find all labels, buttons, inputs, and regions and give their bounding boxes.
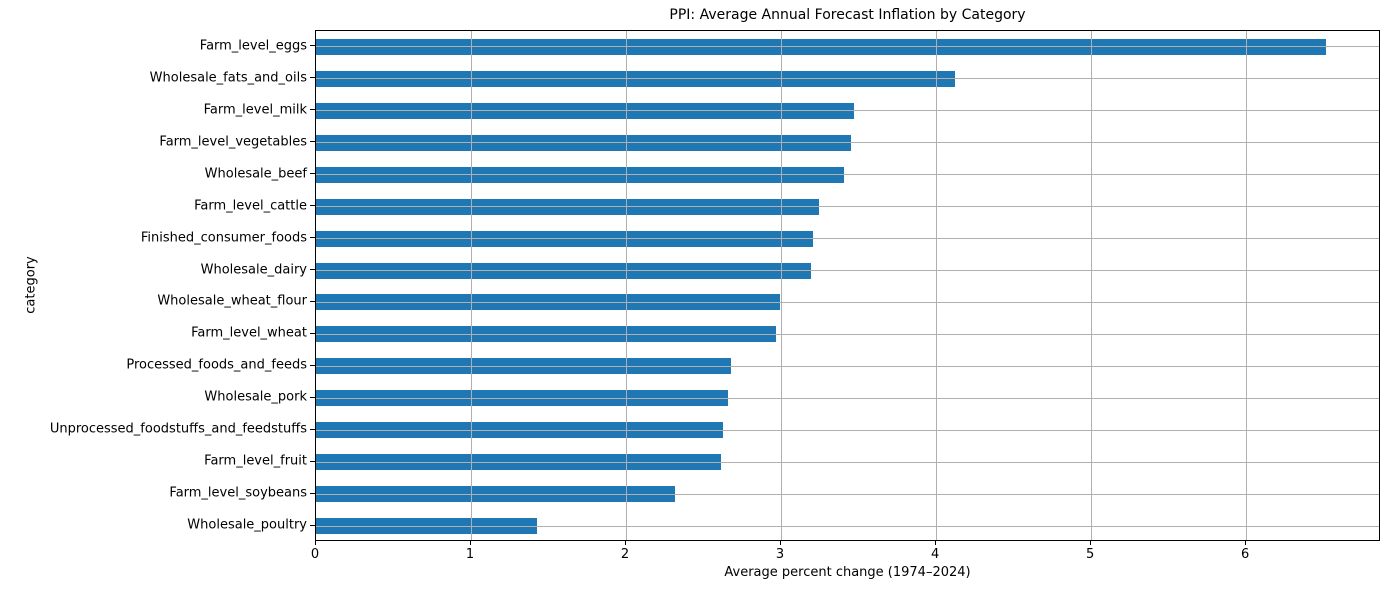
x-tick-mark <box>780 541 782 545</box>
x-tick-label: 3 <box>775 547 785 562</box>
horizontal-gridline <box>316 174 1379 176</box>
y-tick-mark <box>310 428 315 430</box>
y-tick-mark <box>310 300 315 302</box>
vertical-gridline <box>470 31 472 540</box>
y-tick-label: Farm_level_wheat <box>191 325 307 341</box>
y-tick-label: Farm_level_cattle <box>194 198 307 214</box>
y-tick-label: Unprocessed_foodstuffs_and_feedstuffs <box>49 421 307 437</box>
y-tick-mark <box>310 332 315 334</box>
y-tick-label: Wholesale_fats_and_oils <box>149 70 307 86</box>
vertical-gridline <box>1245 31 1247 540</box>
y-tick-label: Wholesale_beef <box>204 166 307 182</box>
y-tick-label: Farm_level_soybeans <box>169 485 307 501</box>
x-axis-label: Average percent change (1974–2024) <box>724 565 971 580</box>
horizontal-gridline <box>316 110 1379 112</box>
horizontal-gridline <box>316 78 1379 80</box>
y-tick-mark <box>310 396 315 398</box>
y-tick-mark <box>310 77 315 79</box>
y-tick-label: Wholesale_dairy <box>200 262 307 278</box>
y-tick-mark <box>310 364 315 366</box>
horizontal-gridline <box>316 365 1379 367</box>
y-tick-label: Wholesale_poultry <box>187 517 307 533</box>
chart-title: PPI: Average Annual Forecast Inflation b… <box>669 7 1026 23</box>
y-tick-mark <box>310 45 315 47</box>
y-tick-mark <box>310 460 315 462</box>
horizontal-gridline <box>316 493 1379 495</box>
vertical-gridline <box>1090 31 1092 540</box>
horizontal-gridline <box>316 270 1379 272</box>
y-tick-label: Farm_level_milk <box>203 102 307 118</box>
y-axis-label: category <box>23 256 39 314</box>
y-tick-label: Farm_level_vegetables <box>159 134 307 150</box>
y-tick-mark <box>310 524 315 526</box>
y-tick-mark <box>310 269 315 271</box>
plot-area <box>315 30 1380 541</box>
y-tick-mark <box>310 141 315 143</box>
y-tick-label: Farm_level_eggs <box>199 38 307 54</box>
y-tick-label: Wholesale_pork <box>204 389 307 405</box>
horizontal-gridline <box>316 142 1379 144</box>
x-tick-mark <box>935 541 937 545</box>
vertical-gridline <box>780 31 782 540</box>
grid-layer <box>316 31 1379 540</box>
horizontal-gridline <box>316 397 1379 399</box>
x-tick-label: 1 <box>465 547 475 562</box>
vertical-gridline <box>935 31 937 540</box>
x-tick-label: 6 <box>1240 547 1250 562</box>
x-tick-mark <box>1090 541 1092 545</box>
y-tick-mark <box>310 109 315 111</box>
x-tick-mark <box>470 541 472 545</box>
y-tick-mark <box>310 173 315 175</box>
x-tick-label: 0 <box>310 547 320 562</box>
y-tick-label: Wholesale_wheat_flour <box>157 293 307 309</box>
horizontal-gridline <box>316 46 1379 48</box>
x-tick-mark <box>1245 541 1247 545</box>
horizontal-gridline <box>316 429 1379 431</box>
horizontal-gridline <box>316 206 1379 208</box>
y-tick-label: Finished_consumer_foods <box>140 230 307 246</box>
x-tick-mark <box>315 541 316 545</box>
y-tick-mark <box>310 492 315 494</box>
vertical-gridline <box>625 31 627 540</box>
horizontal-gridline <box>316 525 1379 527</box>
horizontal-gridline <box>316 301 1379 303</box>
x-tick-label: 2 <box>620 547 630 562</box>
horizontal-gridline <box>316 333 1379 335</box>
x-tick-label: 5 <box>1085 547 1095 562</box>
x-tick-mark <box>625 541 627 545</box>
horizontal-gridline <box>316 238 1379 240</box>
y-tick-mark <box>310 205 315 207</box>
horizontal-gridline <box>316 461 1379 463</box>
x-tick-label: 4 <box>930 547 940 562</box>
y-tick-label: Farm_level_fruit <box>204 453 307 469</box>
y-tick-label: Processed_foods_and_feeds <box>126 357 307 373</box>
y-tick-mark <box>310 237 315 239</box>
